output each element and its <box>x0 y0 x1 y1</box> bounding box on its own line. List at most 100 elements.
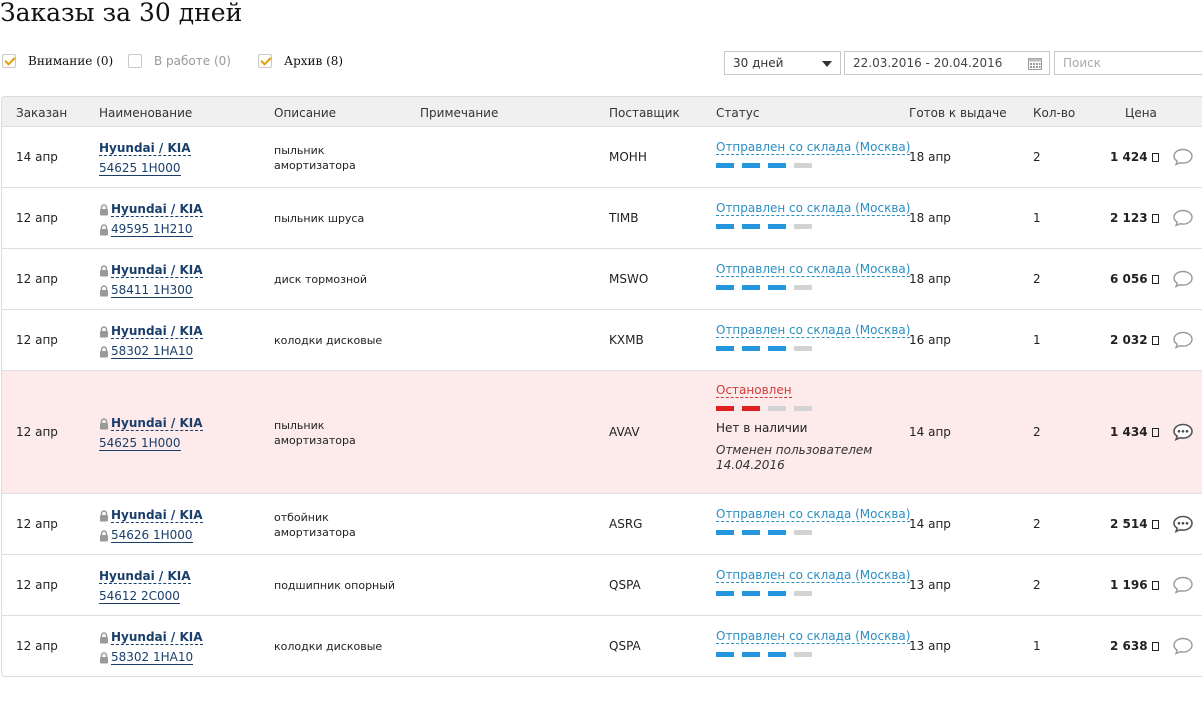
status-link[interactable]: Отправлен со склада (Москва) <box>716 629 911 644</box>
quantity: 2 <box>1033 424 1041 439</box>
chat-dots-icon[interactable] <box>1172 423 1194 441</box>
ready-date: 14 апр <box>909 424 951 439</box>
comment-button[interactable] <box>1172 515 1194 536</box>
lock-icon <box>100 223 108 235</box>
status-link[interactable]: Отправлен со склада (Москва) <box>716 140 911 155</box>
filter-archive[interactable]: Архив (8) <box>258 54 343 68</box>
progress-segment <box>794 346 812 351</box>
date-range-field[interactable]: 22.03.2016 - 20.04.2016 <box>844 51 1050 75</box>
brand-link[interactable]: Hyundai / KIA <box>111 630 203 645</box>
order-status: Отправлен со склада (Москва) <box>716 568 911 596</box>
supplier: KXMB <box>609 332 644 347</box>
in-work-checkbox[interactable] <box>128 54 142 68</box>
progress-segment <box>716 346 734 351</box>
chat-icon[interactable] <box>1172 209 1194 227</box>
part-number-link[interactable]: 58302 1HA10 <box>111 344 194 359</box>
lock-icon <box>100 631 108 643</box>
table-header: Заказан Наименование Описание Примечание… <box>2 97 1202 127</box>
col-status[interactable]: Статус <box>716 106 760 120</box>
chat-icon[interactable] <box>1172 576 1194 594</box>
status-progress <box>716 224 910 229</box>
comment-button[interactable] <box>1172 209 1194 230</box>
part-number-link[interactable]: 54625 1H000 <box>99 436 181 451</box>
brand-link[interactable]: Hyundai / KIA <box>111 263 203 278</box>
description-line-1: диск тормозной <box>274 272 368 286</box>
col-supplier[interactable]: Поставщик <box>609 106 680 120</box>
brand-link[interactable]: Hyundai / KIA <box>111 508 203 523</box>
part-number-link[interactable]: 49595 1H210 <box>111 222 193 237</box>
table-row: 12 апр Hyundai / KIA 54626 1H000 отбойник ам… <box>2 494 1202 555</box>
brand-link[interactable]: Hyundai / KIA <box>111 416 203 431</box>
quantity: 2 <box>1033 516 1041 531</box>
period-select[interactable]: 30 дней <box>724 51 841 75</box>
comment-button[interactable] <box>1172 576 1194 597</box>
calendar-icon[interactable] <box>1028 57 1042 70</box>
order-date: 12 апр <box>16 638 58 653</box>
currency-icon <box>1151 641 1159 651</box>
brand-link[interactable]: Hyundai / KIA <box>99 141 191 156</box>
comment-button[interactable] <box>1172 637 1194 658</box>
archive-checkbox[interactable] <box>258 54 272 68</box>
chevron-down-icon <box>822 61 832 67</box>
comment-button[interactable] <box>1172 270 1194 291</box>
description-line-1: подшипник опорный <box>274 578 396 592</box>
brand-link[interactable]: Hyundai / KIA <box>111 324 203 339</box>
brand-link[interactable]: Hyundai / KIA <box>99 569 191 584</box>
order-status: Отправлен со склада (Москва) <box>716 507 911 535</box>
part-number-link[interactable]: 58302 1HA10 <box>111 650 194 665</box>
price-value: 2 123 <box>1110 210 1148 225</box>
search-input[interactable] <box>1054 51 1202 75</box>
col-qty[interactable]: Кол-во <box>1033 106 1076 120</box>
ready-date: 16 апр <box>909 332 951 347</box>
item-description: пыльник амортизатора <box>274 143 356 173</box>
status-link[interactable]: Отправлен со склада (Москва) <box>716 507 911 522</box>
progress-segment <box>768 224 786 229</box>
chat-dots-icon[interactable] <box>1172 515 1194 533</box>
table-row: 12 апр Hyundai / KIA 49595 1H210 пыльник шр… <box>2 188 1202 249</box>
col-description[interactable]: Описание <box>274 106 337 120</box>
part-number-link[interactable]: 58411 1H300 <box>111 283 193 298</box>
quantity: 1 <box>1033 638 1041 653</box>
item-name: Hyundai / KIA 58302 1HA10 <box>99 324 203 360</box>
page-title: Заказы за 30 дней <box>0 0 243 27</box>
status-link[interactable]: Отправлен со склада (Москва) <box>716 323 911 338</box>
col-ordered[interactable]: Заказан <box>16 106 68 120</box>
filter-in-work[interactable]: В работе (0) <box>128 54 231 68</box>
col-name[interactable]: Наименование <box>99 106 193 120</box>
comment-button[interactable] <box>1172 148 1194 169</box>
item-name: Hyundai / KIA 58411 1H300 <box>99 263 203 299</box>
attention-checkbox[interactable] <box>2 54 16 68</box>
chat-icon[interactable] <box>1172 270 1194 288</box>
status-link[interactable]: Остановлен <box>716 383 792 398</box>
chat-icon[interactable] <box>1172 148 1194 166</box>
progress-segment <box>742 346 760 351</box>
progress-segment <box>716 530 734 535</box>
progress-segment <box>742 163 760 168</box>
part-number-link[interactable]: 54612 2C000 <box>99 589 180 604</box>
filter-attention[interactable]: Внимание (0) <box>2 54 113 68</box>
chat-icon[interactable] <box>1172 331 1194 349</box>
lock-icon <box>100 529 108 541</box>
status-link[interactable]: Отправлен со склада (Москва) <box>716 201 911 216</box>
col-price[interactable]: Цена <box>1125 106 1157 120</box>
col-note[interactable]: Примечание <box>420 106 499 120</box>
part-number-link[interactable]: 54626 1H000 <box>111 528 193 543</box>
progress-segment <box>794 406 812 411</box>
status-cancel-note: Отменен пользователем 14.04.2016 <box>716 443 873 472</box>
table-row: 12 апр Hyundai / KIA 54625 1H000 пыльник амо… <box>2 371 1202 494</box>
part-number-link[interactable]: 54625 1H000 <box>99 161 181 176</box>
comment-button[interactable] <box>1172 331 1194 352</box>
status-link[interactable]: Отправлен со склада (Москва) <box>716 568 911 583</box>
quantity: 1 <box>1033 210 1041 225</box>
brand-link[interactable]: Hyundai / KIA <box>111 202 203 217</box>
item-name: Hyundai / KIA 58302 1HA10 <box>99 630 203 666</box>
status-link[interactable]: Отправлен со склада (Москва) <box>716 262 911 277</box>
chat-icon[interactable] <box>1172 637 1194 655</box>
currency-icon <box>1151 519 1159 529</box>
col-ready[interactable]: Готов к выдаче <box>909 106 1007 120</box>
lock-icon <box>100 203 108 215</box>
comment-button[interactable] <box>1172 423 1194 444</box>
item-name: Hyundai / KIA 49595 1H210 <box>99 202 203 238</box>
status-progress <box>716 530 910 535</box>
price: 2 123 <box>1110 211 1159 225</box>
